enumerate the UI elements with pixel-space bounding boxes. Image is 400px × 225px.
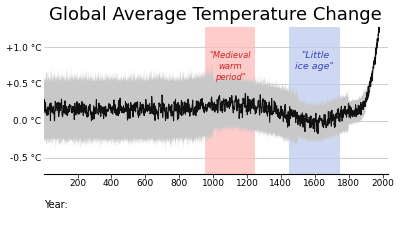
Bar [205,27,256,174]
Title: Global Average Temperature Change: Global Average Temperature Change [49,6,382,24]
Bar [289,27,340,174]
Text: "Little
ice age": "Little ice age" [295,51,334,71]
Text: "Medieval
warm
period": "Medieval warm period" [209,51,251,82]
Text: Year:: Year: [44,200,68,210]
